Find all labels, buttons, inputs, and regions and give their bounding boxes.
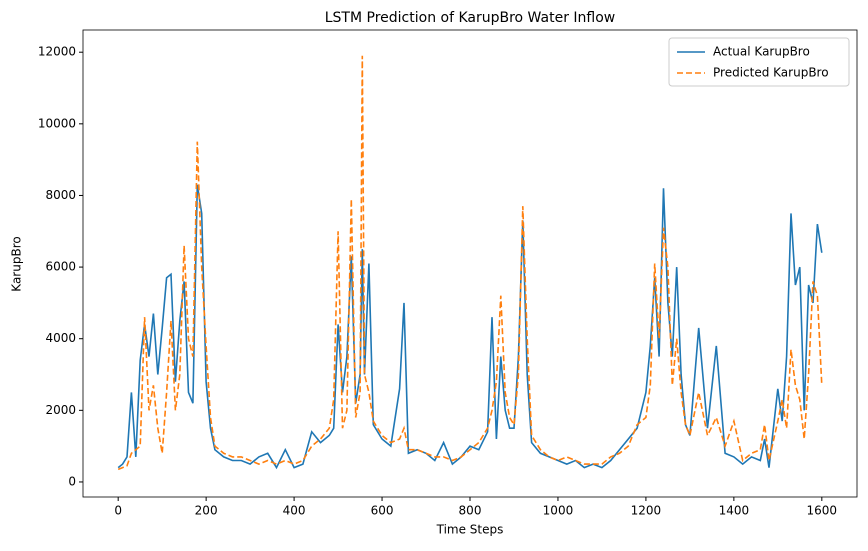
series-line <box>117 184 823 470</box>
y-axis-label: KarupBro <box>10 236 24 291</box>
x-tick-label: 1400 <box>719 504 750 518</box>
legend-label: Predicted KarupBro <box>713 66 829 80</box>
x-tick-label: 1000 <box>543 504 574 518</box>
x-tick-label: 1600 <box>807 504 838 518</box>
x-tick-label: 1200 <box>631 504 662 518</box>
y-tick-label: 6000 <box>45 260 76 274</box>
y-tick-label: 4000 <box>45 331 76 345</box>
y-tick-label: 0 <box>68 474 76 488</box>
chart-title: LSTM Prediction of KarupBro Water Inflow <box>325 10 615 26</box>
x-axis-label: Time Steps <box>436 523 504 537</box>
series-line <box>117 55 823 471</box>
legend-box <box>668 37 850 87</box>
x-tick-label: 800 <box>459 504 482 518</box>
x-tick-label: 400 <box>283 504 306 518</box>
y-tick-label: 12000 <box>38 45 76 59</box>
x-tick-label: 600 <box>371 504 394 518</box>
plot-area <box>82 29 858 498</box>
y-tick-label: 2000 <box>45 403 76 417</box>
x-tick-label: 0 <box>114 504 122 518</box>
legend-label: Actual KarupBro <box>713 45 810 59</box>
y-tick-label: 10000 <box>38 116 76 130</box>
y-tick-label: 8000 <box>45 188 76 202</box>
x-tick-label: 200 <box>195 504 218 518</box>
